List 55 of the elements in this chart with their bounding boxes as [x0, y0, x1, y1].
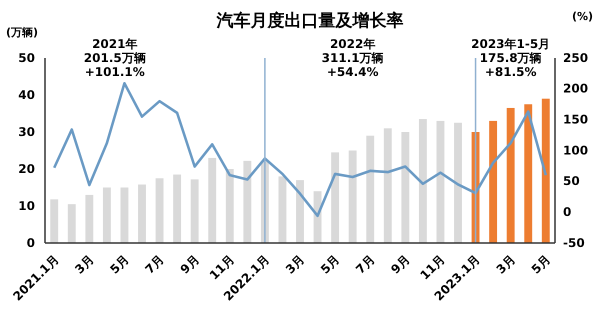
bar: [226, 169, 234, 243]
y-tick-label: 10: [18, 198, 35, 213]
bar: [156, 178, 164, 243]
y2-tick-label: 150: [563, 112, 588, 127]
bar: [243, 160, 252, 243]
y2-tick-label: 50: [563, 174, 580, 188]
x-tick-label: 5月: [528, 252, 553, 277]
y-tick-label: 20: [18, 162, 35, 176]
x-tick-label: 7月: [353, 252, 378, 277]
bar: [454, 122, 462, 243]
x-tick-label: 9月: [178, 252, 202, 277]
bar: [85, 194, 94, 243]
bar: [278, 176, 286, 243]
y-tick-label: 0: [26, 236, 35, 250]
annotation: 2022年 311.1万辆 +54.4%: [322, 37, 384, 79]
x-tick-label: 5月: [318, 252, 342, 277]
y2-tick-label: 0: [563, 205, 572, 220]
y-tick-label: 50: [18, 50, 35, 65]
bar: [436, 120, 444, 243]
annotation: 2021年 201.5万辆 +101.1%: [84, 37, 146, 79]
x-tick-label: 9月: [388, 252, 413, 277]
bar: [348, 150, 357, 243]
x-tick-label: 7月: [142, 252, 167, 277]
y2-tick-label: 100: [563, 143, 588, 158]
bar: [190, 179, 199, 243]
bar: [173, 174, 182, 243]
bar: [208, 158, 216, 243]
line-series: [52, 82, 548, 218]
x-tick-label: 3月: [72, 252, 97, 277]
bar: [384, 128, 392, 243]
y2-tick-label: -50: [563, 236, 585, 250]
bar: [418, 119, 427, 243]
annotation: 2023年1-5月 175.8万辆 +81.5%: [471, 37, 550, 79]
bar: [542, 98, 550, 243]
bar: [50, 199, 58, 243]
bar: [366, 136, 374, 243]
y-tick-label: 30: [18, 124, 35, 139]
x-tick-label: 5月: [107, 252, 132, 277]
y2-tick-label: 200: [563, 82, 588, 96]
bar: [296, 180, 304, 243]
x-tick-label: 3月: [282, 252, 308, 277]
bar: [138, 184, 146, 243]
chart-title: 汽车月度出口量及增长率: [216, 11, 404, 31]
y-tick-label: 40: [18, 88, 35, 102]
y2-axis-title: (%): [572, 10, 594, 23]
bar: [68, 204, 76, 243]
bar: [331, 152, 340, 243]
bar: [506, 108, 515, 243]
y2-tick-label: 250: [563, 50, 588, 65]
x-tick-label: 3月: [494, 252, 518, 277]
y-axis-title: (万辆): [6, 26, 38, 39]
bar: [120, 188, 128, 243]
bar: [401, 132, 410, 243]
bar: [102, 188, 111, 243]
bar: [489, 120, 498, 243]
